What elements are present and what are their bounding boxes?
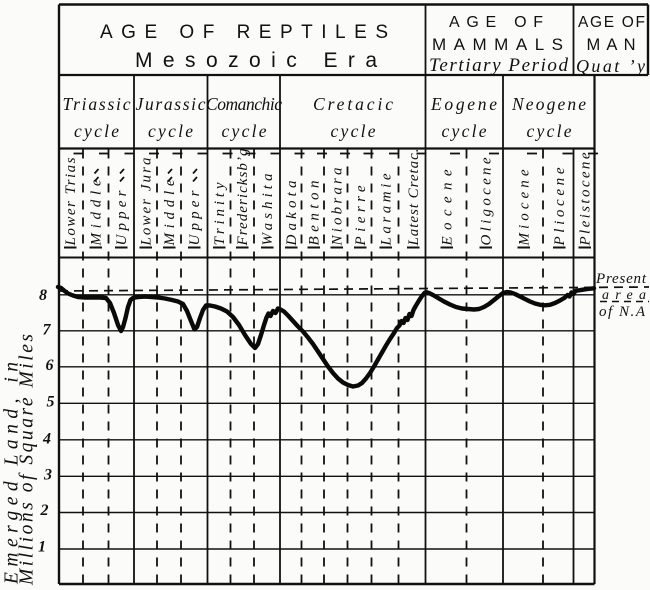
svg-text:AGE OF REPTILES: AGE OF REPTILES: [100, 22, 388, 43]
svg-text:Washita: Washita: [260, 174, 276, 246]
svg-text:Quat ’y: Quat ’y: [576, 56, 645, 76]
svg-text:4: 4: [42, 431, 51, 448]
svg-text:Middle: Middle: [162, 179, 178, 246]
svg-text:cycle: cycle: [148, 121, 193, 141]
svg-text:Dakota: Dakota: [284, 181, 300, 247]
svg-text:Upper: Upper: [114, 190, 130, 245]
svg-text:Oligocene: Oligocene: [479, 157, 495, 245]
svg-text:Pliocene: Pliocene: [552, 167, 568, 246]
svg-text:3: 3: [43, 467, 52, 484]
svg-text:cycle: cycle: [74, 121, 119, 141]
svg-text:cycle: cycle: [527, 121, 572, 141]
svg-text:cycle: cycle: [442, 121, 487, 141]
svg-text:Pleistocene: Pleistocene: [578, 152, 594, 246]
svg-text:Eocene: Eocene: [440, 169, 456, 246]
svg-text:Triassic: Triassic: [63, 94, 131, 114]
svg-text:2: 2: [40, 502, 49, 519]
svg-text:8: 8: [39, 287, 47, 304]
svg-text:Comanchic: Comanchic: [206, 94, 282, 114]
svg-text:Millions of Square Miles: Millions of Square Miles: [17, 334, 38, 586]
svg-text:5: 5: [47, 394, 55, 411]
svg-text:Upper: Upper: [187, 190, 203, 245]
svg-text:MAN: MAN: [587, 36, 636, 54]
svg-text:Neogene: Neogene: [511, 94, 586, 114]
svg-text:Niobrara: Niobrara: [330, 168, 346, 247]
svg-text:Latest Cretac.: Latest Cretac.: [406, 149, 422, 247]
svg-text:Miocene: Miocene: [517, 169, 533, 246]
svg-text:Benton: Benton: [307, 181, 323, 246]
svg-text:Tertiary Period: Tertiary Period: [429, 55, 569, 76]
svg-text:AGE OF: AGE OF: [449, 14, 543, 31]
svg-text:AGE OF: AGE OF: [578, 14, 645, 31]
svg-text:Lower Trias: Lower Trias: [63, 157, 79, 246]
svg-text:Trinity: Trinity: [212, 182, 228, 245]
svg-text:7: 7: [43, 322, 52, 339]
svg-text:Laramie: Laramie: [379, 173, 395, 246]
svg-text:Mesozoic Era: Mesozoic Era: [135, 49, 377, 72]
svg-text:6: 6: [46, 357, 54, 374]
svg-text:Middle: Middle: [89, 179, 105, 246]
svg-text:Fredericksb’g: Fredericksb’g: [235, 148, 251, 247]
svg-text:of N.A: of N.A: [599, 304, 646, 320]
svg-text:Cretacic: Cretacic: [313, 94, 393, 114]
svg-text:cycle: cycle: [222, 121, 267, 141]
svg-text:MAMMALS: MAMMALS: [432, 35, 563, 54]
svg-text:cycle: cycle: [331, 121, 376, 141]
svg-text:1: 1: [38, 539, 46, 556]
svg-text:Emerged Land, in: Emerged Land, in: [2, 362, 23, 585]
svg-text:Jurassic: Jurassic: [136, 94, 206, 114]
svg-text:Pierre: Pierre: [353, 185, 369, 246]
svg-text:Eogene: Eogene: [430, 94, 497, 114]
svg-text:Lower Jura: Lower Jura: [139, 158, 155, 247]
svg-text:Present: Present: [595, 271, 647, 287]
